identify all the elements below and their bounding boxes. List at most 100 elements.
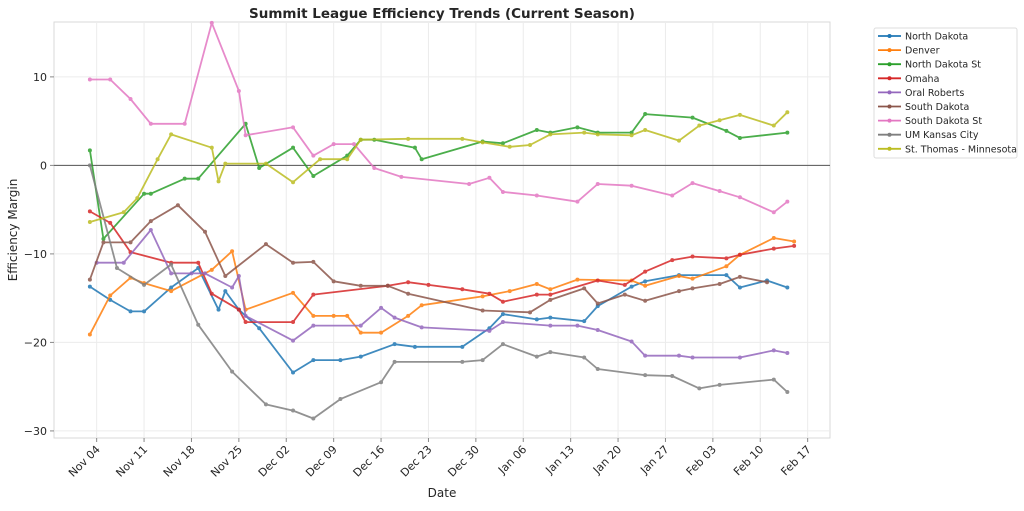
data-point (629, 339, 634, 344)
x-tick-label: Dec 09 (303, 443, 340, 480)
x-tick-label: Dec 23 (398, 443, 435, 480)
data-point (345, 313, 350, 318)
data-point (87, 163, 92, 168)
data-point (209, 20, 214, 25)
data-point (643, 127, 648, 132)
data-point (643, 373, 648, 378)
data-point (690, 115, 695, 120)
data-point (534, 281, 539, 286)
series-south-dakota-st (87, 20, 790, 215)
data-point (717, 281, 722, 286)
data-point (500, 141, 505, 146)
data-point (406, 136, 411, 141)
data-point (209, 145, 214, 150)
data-point (331, 313, 336, 318)
x-axis: Nov 04 Nov 11 Nov 18 Nov 25 Dec 02 Dec 09 Dec … (66, 438, 814, 480)
data-point (169, 271, 174, 276)
series-denver (87, 235, 797, 337)
data-point (528, 310, 533, 315)
data-point (311, 313, 316, 318)
data-point (595, 328, 600, 333)
data-point (406, 313, 411, 318)
data-point (155, 157, 160, 162)
y-tick-label: −10 (24, 248, 47, 261)
data-point (622, 282, 627, 287)
data-point (717, 118, 722, 123)
data-point (717, 382, 722, 387)
x-tick-label: Jan 06 (495, 443, 529, 477)
legend-entry-south-dakota-st: South Dakota St (878, 116, 982, 127)
legend-label: North Dakota (905, 32, 968, 43)
data-point (345, 157, 350, 162)
x-tick-label: Jan 27 (637, 443, 671, 477)
data-point (480, 294, 485, 299)
data-point (643, 279, 648, 284)
data-point (169, 289, 174, 294)
series-line-south-dakota (89, 204, 768, 314)
data-point (108, 293, 113, 298)
x-tick-label: Feb 03 (684, 443, 719, 478)
legend-entry-south-dakota: South Dakota (878, 102, 969, 113)
data-point (263, 242, 268, 247)
data-point (412, 145, 417, 150)
series-oral-roberts (94, 228, 790, 360)
data-point (643, 353, 648, 358)
legend-label: Oral Roberts (905, 88, 964, 99)
data-point (196, 260, 201, 265)
data-point (379, 380, 384, 385)
data-point (771, 235, 776, 240)
data-point (230, 369, 235, 374)
data-point (595, 278, 600, 283)
data-point (243, 320, 248, 325)
data-point (169, 132, 174, 137)
data-point (528, 143, 533, 148)
data-point (331, 142, 336, 147)
plot-area (53, 21, 831, 439)
x-tick-label: Feb 10 (731, 443, 766, 478)
x-tick-label: Nov 04 (66, 443, 103, 480)
data-point (487, 328, 492, 333)
data-point (142, 282, 147, 287)
data-point (148, 228, 153, 232)
data-point (697, 123, 702, 128)
y-axis: 10 0 −10 −20 −30 (24, 71, 54, 438)
data-point (142, 191, 147, 196)
data-point (697, 386, 702, 391)
data-point (737, 285, 742, 290)
data-point (216, 179, 221, 184)
legend-marker (887, 76, 892, 81)
data-point (460, 344, 465, 349)
data-point (358, 137, 363, 142)
data-point (737, 135, 742, 140)
data-point (724, 273, 729, 278)
legend-entry-north-dakota-st: North Dakota St (878, 60, 981, 71)
x-tick-label: Dec 30 (445, 443, 482, 480)
data-point (670, 193, 675, 198)
legend-marker (887, 104, 892, 109)
series-group (87, 20, 797, 421)
data-point (216, 307, 221, 312)
data-point (318, 157, 323, 162)
data-point (595, 301, 600, 306)
data-point (575, 125, 580, 130)
data-point (263, 402, 268, 407)
data-point (311, 174, 316, 179)
data-point (548, 323, 553, 328)
data-point (737, 195, 742, 200)
data-point (575, 199, 580, 204)
data-point (311, 153, 316, 158)
data-point (338, 397, 343, 402)
data-point (358, 283, 363, 288)
data-point (676, 138, 681, 143)
series-um-kansas-city (87, 163, 790, 421)
data-point (690, 254, 695, 259)
data-point (257, 326, 262, 331)
data-point (771, 210, 776, 215)
data-point (771, 246, 776, 251)
series-st-thomas-minnesota (87, 110, 790, 225)
data-point (548, 132, 553, 137)
data-point (548, 297, 553, 302)
data-point (372, 166, 377, 171)
data-point (108, 220, 113, 225)
y-tick-label: −30 (24, 425, 47, 438)
